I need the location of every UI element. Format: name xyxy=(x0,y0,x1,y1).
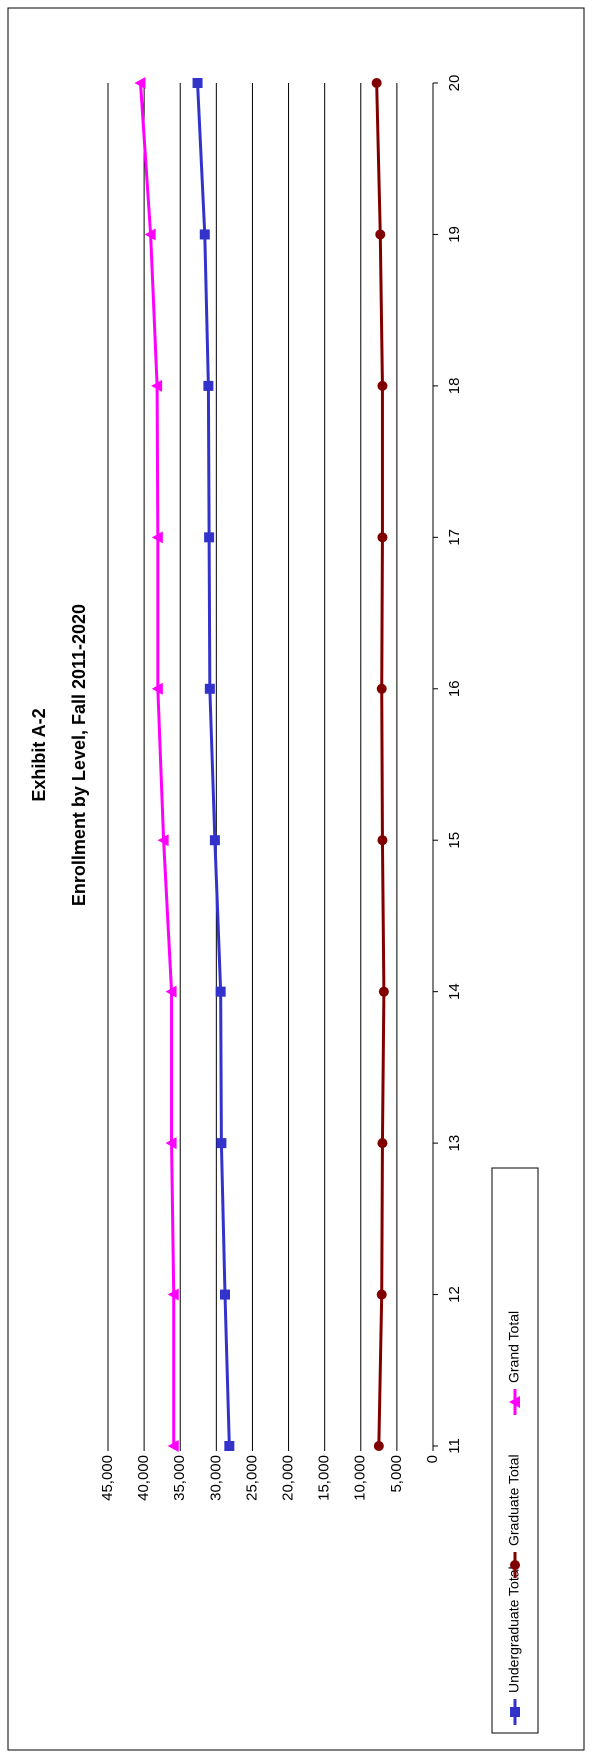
data-point xyxy=(167,1440,179,1452)
data-point xyxy=(215,986,226,997)
data-point xyxy=(220,1289,230,1300)
category-tick-label: 15 xyxy=(446,832,463,849)
chart-border xyxy=(7,7,585,1751)
category-tick-label: 13 xyxy=(446,1135,463,1152)
data-point xyxy=(165,985,177,998)
grid-layer xyxy=(107,83,398,1446)
series-undergraduate-total xyxy=(192,78,235,1451)
data-point xyxy=(377,835,388,846)
value-tick-label: 20,000 xyxy=(280,1455,297,1501)
data-point xyxy=(151,531,163,544)
data-point xyxy=(167,1288,179,1301)
legend-box xyxy=(491,1167,539,1734)
data-point xyxy=(134,77,146,89)
legend-label: Grand Total xyxy=(506,1311,522,1383)
data-point xyxy=(203,380,214,391)
chart-subtitle: Enrollment by Level, Fall 2011-2020 xyxy=(69,604,89,906)
category-tick-label: 19 xyxy=(446,226,463,243)
data-point xyxy=(151,682,163,695)
legend-swatch-marker xyxy=(509,1396,520,1408)
data-point xyxy=(165,1137,177,1150)
axis-layer: 0 5,000 10,000 15,000 20,000 25,000 30,000 35,0… xyxy=(99,75,463,1501)
data-point xyxy=(376,683,387,694)
legend-label: Undergraduate Total xyxy=(506,1566,522,1693)
data-point xyxy=(377,532,388,543)
category-tick-label: 12 xyxy=(446,1286,463,1303)
category-tick-label: 16 xyxy=(446,680,463,697)
category-tick-label: 20 xyxy=(446,75,463,92)
value-tick-label: 10,000 xyxy=(352,1455,369,1501)
data-point xyxy=(378,986,389,997)
data-point xyxy=(216,1138,227,1149)
data-point xyxy=(375,229,386,240)
category-tick-label: 14 xyxy=(446,983,463,1000)
category-tick-label: 11 xyxy=(446,1438,463,1454)
legend-label: Graduate Total xyxy=(506,1454,522,1546)
value-tick-label: 40,000 xyxy=(135,1455,152,1501)
series-line xyxy=(375,82,386,1447)
data-point xyxy=(377,380,388,391)
category-tick-label: 18 xyxy=(446,378,463,395)
category-tick-label: 17 xyxy=(446,529,463,546)
data-point xyxy=(373,1441,384,1451)
legend: Undergraduate Total Graduate Total Grand T… xyxy=(491,1167,539,1734)
data-point xyxy=(371,78,382,88)
value-tick-label: 30,000 xyxy=(207,1455,224,1501)
value-tick-label: 35,000 xyxy=(171,1455,188,1501)
value-tick-label: 45,000 xyxy=(99,1455,116,1501)
value-tick-label: 5,000 xyxy=(388,1455,405,1493)
chart-title: Exhibit A-2 xyxy=(29,708,49,801)
data-point xyxy=(199,229,210,240)
data-point xyxy=(209,835,220,846)
data-point xyxy=(204,532,215,543)
value-tick-label: 15,000 xyxy=(316,1455,333,1501)
series-graduate-total xyxy=(371,78,389,1451)
data-point xyxy=(192,78,203,88)
series-layer xyxy=(134,77,389,1452)
data-point xyxy=(224,1441,235,1451)
series-grand-total xyxy=(134,77,179,1452)
data-point xyxy=(204,683,215,694)
series-line xyxy=(196,82,231,1447)
data-point xyxy=(157,834,169,847)
legend-swatch-marker xyxy=(510,1707,520,1717)
data-point xyxy=(376,1289,387,1300)
data-point xyxy=(151,379,163,392)
data-point xyxy=(377,1138,388,1149)
legend-swatch-marker xyxy=(510,1560,520,1570)
data-point xyxy=(144,228,156,241)
value-tick-label: 25,000 xyxy=(243,1455,260,1501)
value-tick-label: 0 xyxy=(424,1455,441,1463)
series-line xyxy=(139,82,176,1446)
